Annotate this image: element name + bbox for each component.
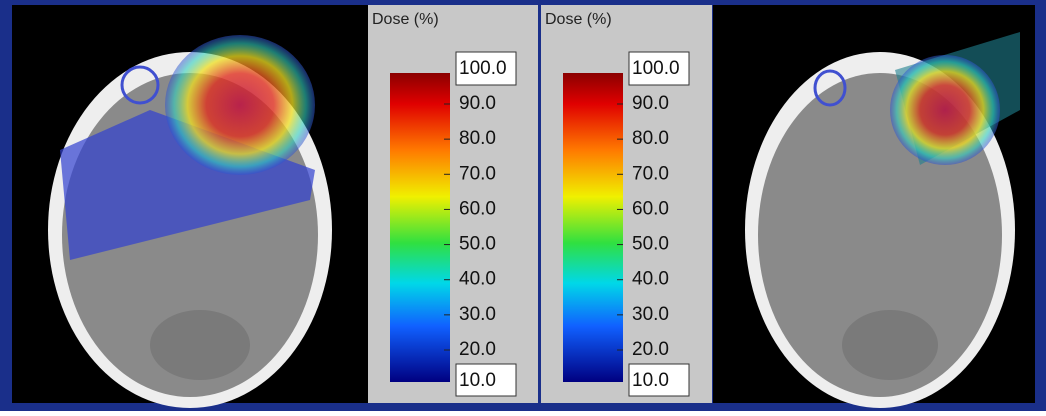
min-label: 10.0 (459, 370, 496, 391)
page: Dose (%) 100.0 10.0 90.0 80.0 70.0 60.0 50.0 40.… (0, 0, 1046, 411)
legend-title: Dose (%) (545, 11, 612, 28)
tick-label: 80.0 (459, 128, 496, 149)
cerebellum (842, 310, 938, 380)
tick-label: 20.0 (632, 339, 669, 360)
tick-label: 60.0 (459, 198, 496, 219)
figure: Dose (%) 100.0 10.0 90.0 80.0 70.0 60.0 50.0 40.… (0, 0, 1046, 411)
colorbar (563, 73, 623, 382)
colorbar (390, 73, 450, 382)
tick-label: 60.0 (632, 198, 669, 219)
tick-label: 50.0 (632, 234, 669, 255)
tick-label: 70.0 (632, 163, 669, 184)
tick-label: 90.0 (632, 93, 669, 114)
tick-label: 70.0 (459, 163, 496, 184)
max-label: 100.0 (632, 58, 680, 79)
tick-label: 40.0 (459, 269, 496, 290)
cerebellum (150, 310, 250, 380)
min-label: 10.0 (632, 370, 669, 391)
max-label: 100.0 (459, 58, 507, 79)
tick-label: 30.0 (459, 304, 496, 325)
tick-label: 80.0 (632, 128, 669, 149)
tick-label: 30.0 (632, 304, 669, 325)
legend-title: Dose (%) (372, 11, 439, 28)
tick-label: 90.0 (459, 93, 496, 114)
dose-overlay (890, 55, 1000, 165)
tick-label: 20.0 (459, 339, 496, 360)
tick-label: 50.0 (459, 234, 496, 255)
dose-overlay (165, 35, 315, 175)
tick-label: 40.0 (632, 269, 669, 290)
